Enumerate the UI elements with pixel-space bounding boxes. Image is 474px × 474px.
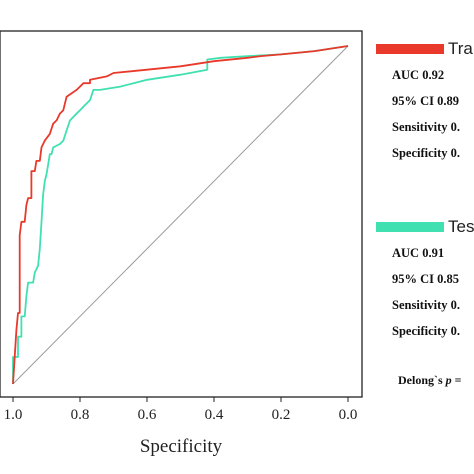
x-tick-label: 0.0	[339, 407, 358, 423]
roc-curve-tes	[12, 45, 349, 384]
x-axis: 1.0 0.8 0.6 0.4 0.2 0.0	[4, 397, 358, 423]
x-axis-title: Specificity	[140, 436, 223, 457]
legend-title-training: Tra	[448, 39, 473, 58]
legend-training: Tra AUC 0.92 95% CI 0.89 Sensitivity 0. …	[376, 39, 473, 160]
legend-swatch-training	[376, 44, 444, 54]
x-tick-label: 0.6	[138, 407, 157, 423]
stat-sensitivity-testing: Sensitivity 0.	[392, 298, 460, 312]
stat-ci-testing: 95% CI 0.85	[392, 272, 459, 286]
stat-specificity-testing: Specificity 0.	[392, 324, 460, 338]
x-tick-label: 0.4	[205, 407, 224, 423]
legend-testing: Tes AUC 0.91 95% CI 0.85 Sensitivity 0. …	[376, 217, 474, 338]
legend-swatch-testing	[376, 222, 444, 232]
x-tick-label: 0.8	[71, 407, 90, 423]
x-tick-label: 1.0	[4, 407, 23, 423]
delong-suffix: =	[452, 373, 462, 387]
roc-curve-tra	[12, 45, 349, 385]
legend-title-testing: Tes	[448, 217, 474, 236]
plot-frame	[0, 30, 363, 398]
series-layer	[12, 45, 349, 385]
stat-specificity-training: Specificity 0.	[392, 146, 460, 160]
stat-sensitivity-training: Sensitivity 0.	[392, 120, 460, 134]
stat-ci-training: 95% CI 0.89	[392, 94, 459, 108]
stat-auc-testing: AUC 0.91	[392, 246, 444, 260]
stat-auc-training: AUC 0.92	[392, 68, 444, 82]
delong-p: p	[445, 373, 452, 387]
delong-prefix: Delong`s	[398, 373, 446, 387]
reference-diagonal	[12, 45, 349, 385]
delong-annotation: Delong`s p =	[398, 373, 462, 387]
x-tick-label: 0.2	[272, 407, 291, 423]
